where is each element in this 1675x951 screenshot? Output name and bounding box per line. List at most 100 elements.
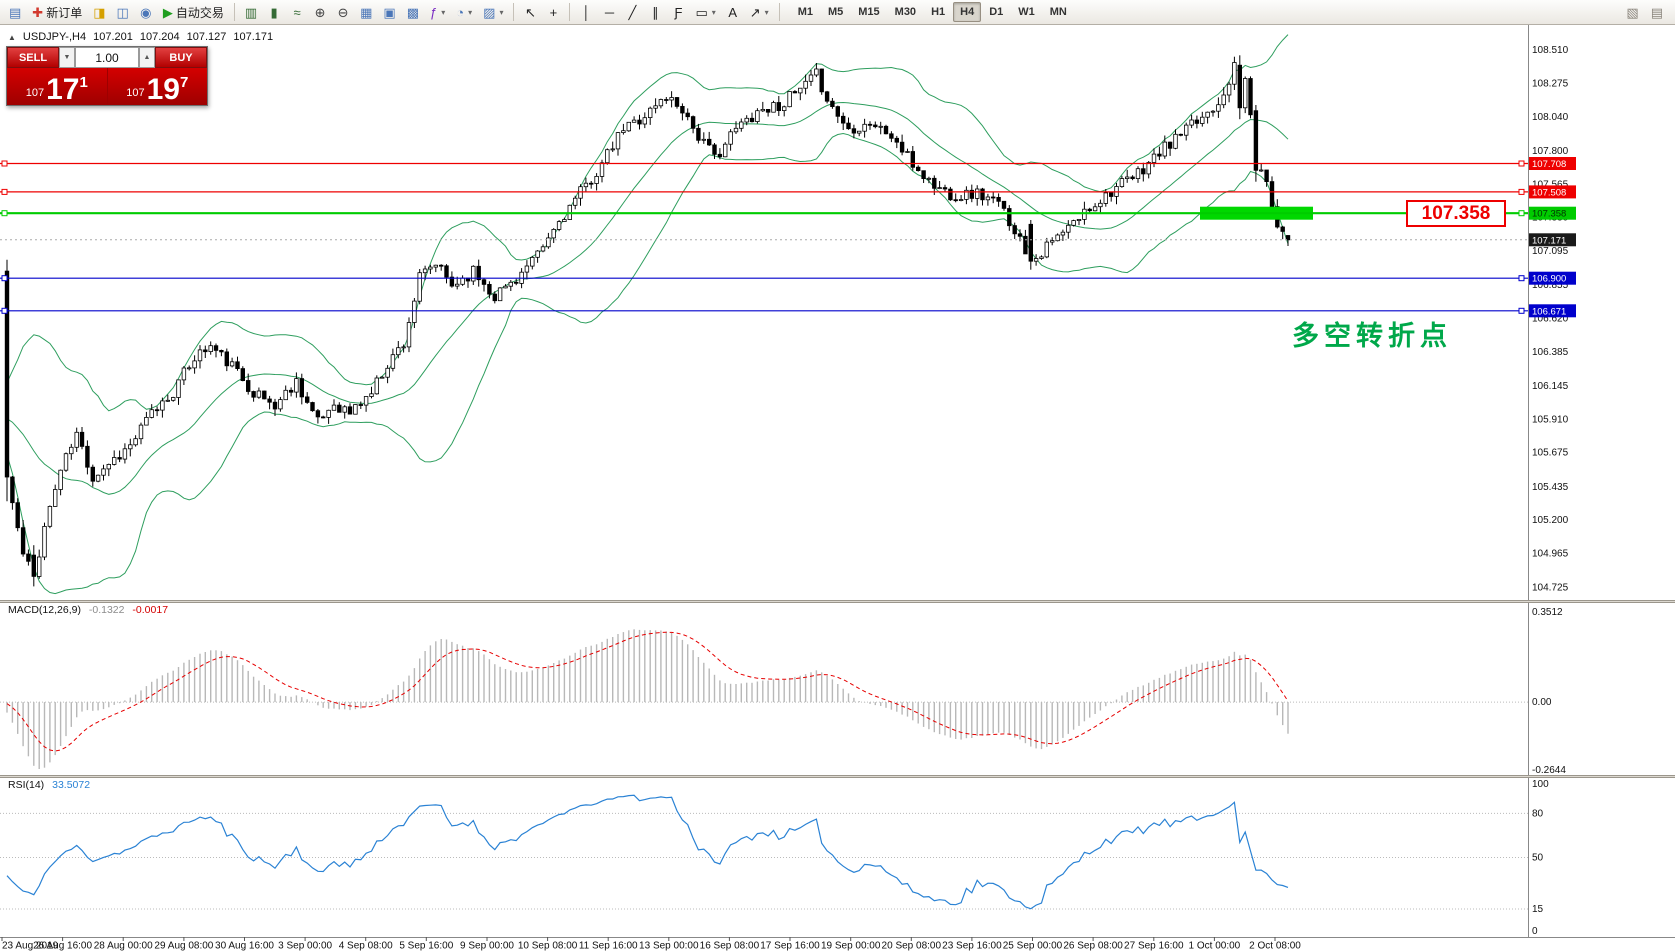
buy-button[interactable]: BUY — [155, 47, 207, 68]
timeframe-mn[interactable]: MN — [1049, 6, 1067, 18]
svg-text:0: 0 — [1532, 926, 1538, 937]
svg-text:3 Sep 00:00: 3 Sep 00:00 — [278, 941, 332, 951]
arrange-desc-icon[interactable]: ▩ — [402, 2, 424, 23]
pane-separator-main-macd[interactable] — [0, 600, 1675, 603]
svg-text:27 Sep 16:00: 27 Sep 16:00 — [1124, 941, 1184, 951]
line-end-marker[interactable] — [1, 307, 8, 314]
bar-chart-icon[interactable]: ▥ — [240, 2, 262, 23]
svg-text:107.171: 107.171 — [1532, 235, 1566, 246]
timeframe-h1[interactable]: H1 — [931, 6, 946, 18]
buy-price-big: 19 — [146, 73, 180, 106]
rsi-pane: 100 80 50 15 0 — [0, 779, 1549, 937]
buy-price-display[interactable]: 107 19 7 — [107, 68, 207, 106]
timeframe-m5[interactable]: M5 — [827, 6, 844, 18]
timeframe-d1[interactable]: D1 — [989, 6, 1004, 18]
indicators-icon[interactable]: ƒ ▾ — [425, 2, 450, 23]
arrows-icon[interactable]: ↗ ▾ — [745, 2, 774, 23]
timeframe-m30[interactable]: M30 — [894, 6, 917, 18]
zoom-in-icon[interactable]: ⊕ — [309, 2, 331, 23]
cursor-icon[interactable]: ↖ — [519, 2, 541, 23]
svg-text:105.675: 105.675 — [1532, 448, 1569, 459]
svg-text:26 Aug 16:00: 26 Aug 16:00 — [33, 941, 92, 951]
line-end-marker[interactable] — [1518, 275, 1525, 282]
svg-text:107.358: 107.358 — [1532, 209, 1566, 220]
text-icon[interactable]: A — [722, 2, 744, 23]
crosshair-icon[interactable]: + — [542, 2, 564, 23]
trendline-icon[interactable]: ╱ — [621, 2, 643, 23]
line-end-marker[interactable] — [1518, 160, 1525, 167]
horizontal-line-icon[interactable]: ─ — [598, 2, 620, 23]
svg-text:2 Oct 08:00: 2 Oct 08:00 — [1249, 941, 1301, 951]
toolbar-right-icons: ▧ ▤ — [1621, 2, 1671, 23]
line-end-marker[interactable] — [1518, 188, 1525, 195]
timeframe-h4[interactable]: H4 — [953, 2, 982, 22]
svg-text:0.3512: 0.3512 — [1532, 607, 1563, 618]
svg-text:105.200: 105.200 — [1532, 515, 1569, 526]
price-callout-label[interactable]: 107.358 — [1406, 200, 1506, 227]
cursor-icon: ↖ — [525, 4, 536, 20]
line-end-marker[interactable] — [1, 275, 8, 282]
svg-text:50: 50 — [1532, 853, 1544, 864]
line-end-marker[interactable] — [1518, 210, 1525, 217]
candlestick-chart-icon[interactable]: ▮ — [263, 2, 285, 23]
svg-text:105.910: 105.910 — [1532, 414, 1569, 425]
templates-icon[interactable]: ▨ ▾ — [478, 2, 508, 23]
zoom-out-icon[interactable]: ⊖ — [332, 2, 354, 23]
new-order-button-label: 新订单 — [46, 5, 83, 20]
toolbar-separator — [513, 3, 515, 21]
svg-text:4 Sep 08:00: 4 Sep 08:00 — [339, 941, 393, 951]
navigator-icon[interactable]: ◉ — [135, 2, 157, 23]
docking-icon[interactable]: ▧ — [1626, 4, 1639, 20]
chinese-annotation-text[interactable]: 多空转折点 — [1292, 321, 1452, 352]
chevron-down-icon: ▾ — [441, 7, 446, 17]
fibonacci-icon[interactable]: Ƒ — [667, 2, 689, 23]
line-end-marker[interactable] — [1, 160, 8, 167]
line-end-marker[interactable] — [1, 188, 8, 195]
line-end-marker[interactable] — [1, 210, 8, 217]
rsi-line — [6, 794, 1289, 910]
periods-icon[interactable]: ◔ ▾ — [451, 2, 477, 23]
window-list-icon[interactable]: ▤ — [1650, 4, 1663, 20]
volume-decrease-button[interactable]: ▼ — [59, 47, 75, 68]
svg-text:106.855: 106.855 — [1532, 280, 1569, 291]
tile-windows-icon[interactable]: ▦ — [355, 2, 377, 23]
volume-input[interactable]: 1.00 — [75, 47, 139, 68]
sell-price-sup: 1 — [79, 74, 88, 91]
pane-separator-macd-rsi[interactable] — [0, 775, 1675, 778]
timeframe-m15[interactable]: M15 — [858, 6, 880, 18]
macd-signal-line — [6, 631, 1289, 752]
market-watch-icon: ◫ — [116, 4, 129, 20]
rsi-value: 33.5072 — [52, 779, 91, 791]
fibonacci-icon: Ƒ — [674, 4, 683, 20]
toolbar-separator — [778, 3, 780, 21]
indicators-icon: ƒ — [430, 4, 438, 20]
timeframe-m1[interactable]: M1 — [797, 6, 813, 18]
sell-button[interactable]: SELL — [7, 47, 59, 68]
shapes-icon[interactable]: ▭ ▾ — [690, 2, 720, 23]
candles[interactable] — [4, 55, 1291, 587]
symbol-ohlc-info: ▲ USDJPY-,H4 107.201 107.204 107.127 107… — [8, 31, 273, 43]
svg-text:100: 100 — [1532, 779, 1549, 790]
new-order-button[interactable]: ✚ 新订单 — [27, 2, 87, 23]
toolbar-separator — [569, 3, 571, 21]
vertical-line-icon[interactable]: │ — [575, 2, 597, 23]
navigator-icon: ◉ — [140, 4, 152, 20]
arrange-asc-icon[interactable]: ▣ — [378, 2, 400, 23]
channel-icon[interactable]: ∥ — [644, 2, 666, 23]
new-chart-icon[interactable]: ▤ — [4, 2, 26, 23]
macd-signal-value: -0.0017 — [132, 604, 169, 616]
symbol-name: USDJPY-,H4 — [22, 31, 87, 43]
chart-profiles-icon[interactable]: ◨ — [88, 2, 110, 23]
market-watch-icon[interactable]: ◫ — [112, 2, 134, 23]
svg-text:23 Aug 2019: 23 Aug 2019 — [2, 941, 59, 951]
zoom-out-icon: ⊖ — [337, 4, 349, 20]
line-end-marker[interactable] — [1518, 307, 1525, 314]
timeframe-w1[interactable]: W1 — [1018, 6, 1035, 18]
tile-windows-icon: ▦ — [360, 4, 373, 20]
autotrading-button[interactable]: ▶ 自动交易 — [158, 2, 229, 23]
sell-price-display[interactable]: 107 17 1 — [7, 68, 107, 105]
macd-pane: 0.3512 0.00 -0.2644 — [0, 607, 1566, 776]
volume-increase-button[interactable]: ▲ — [139, 47, 155, 68]
line-chart-icon[interactable]: ≈ — [286, 2, 308, 23]
